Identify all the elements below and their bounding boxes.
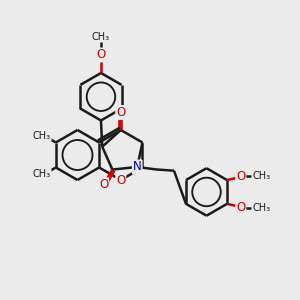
Text: O: O <box>236 201 245 214</box>
Text: CH₃: CH₃ <box>33 130 51 141</box>
Text: O: O <box>116 173 125 187</box>
Text: CH₃: CH₃ <box>252 171 270 181</box>
Text: O: O <box>99 178 108 191</box>
Text: CH₃: CH₃ <box>33 169 51 179</box>
Text: N: N <box>133 160 142 173</box>
Text: O: O <box>236 170 245 183</box>
Text: O: O <box>96 49 106 62</box>
Text: CH₃: CH₃ <box>252 202 270 213</box>
Text: O: O <box>116 106 125 119</box>
Text: CH₃: CH₃ <box>92 32 110 42</box>
